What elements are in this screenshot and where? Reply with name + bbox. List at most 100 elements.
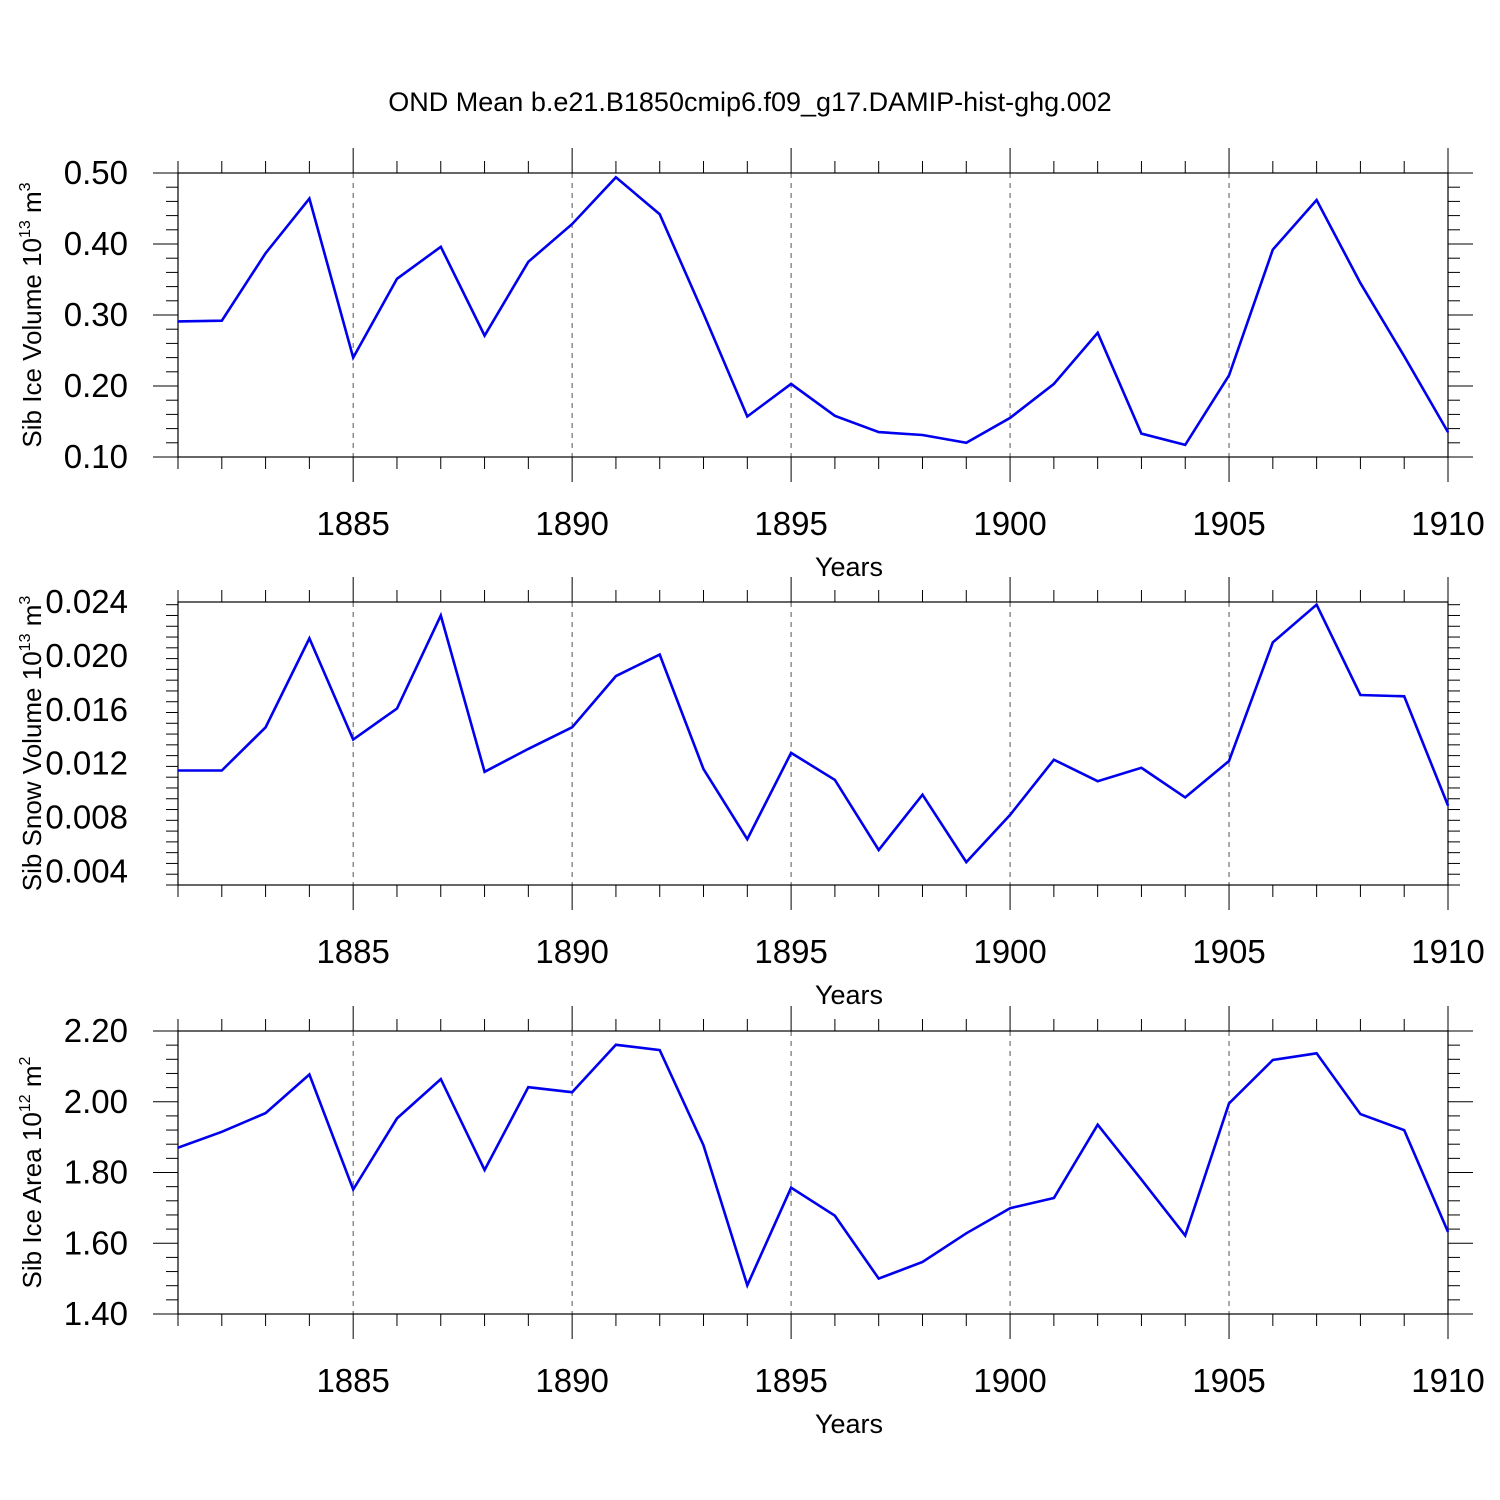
data-point-1903 [1140, 766, 1143, 769]
data-point-1909 [1403, 355, 1406, 357]
panel-3: 1.40 1.60 1.80 2.00 2.20 1885 1890 1895 1900 1905… [17, 1006, 1485, 1439]
data-point-1895 [790, 752, 792, 754]
data-point-1890 [571, 1091, 573, 1093]
data-point-1883 [264, 252, 267, 255]
y-axis-label-exp: 13 [17, 633, 34, 651]
data-point-1903 [1140, 1178, 1143, 1181]
x-tick-label: 1890 [535, 1362, 608, 1399]
data-point-1910 [1447, 804, 1449, 807]
data-point-1901 [1053, 383, 1055, 385]
data-point-1892 [658, 1049, 661, 1051]
data-point-1890 [571, 223, 573, 225]
x-tick-label: 1895 [754, 1362, 827, 1399]
y-axis-label-unit-exp: 3 [17, 182, 34, 191]
panel-1: 0.10 0.20 0.30 0.40 0.50 1885 1890 1895 1900 1905… [17, 148, 1485, 582]
y-axis-label-prefix: Sib Ice Area 10 [17, 1112, 47, 1288]
y-tick-label: 0.10 [64, 438, 128, 475]
y-tick-label: 1.40 [64, 1295, 128, 1332]
data-point-1910 [1447, 1231, 1449, 1233]
data-point-1895 [790, 383, 792, 385]
y-tick-label: 0.50 [64, 154, 128, 191]
data-point-1893 [702, 768, 705, 770]
x-tick-label: 1905 [1192, 933, 1265, 970]
data-point-1899 [965, 1232, 968, 1235]
data-point-1885 [352, 1188, 354, 1191]
x-tick-label: 1885 [316, 933, 389, 970]
data-point-1907 [1315, 199, 1318, 201]
data-point-1892 [658, 653, 661, 656]
data-point-1907 [1315, 603, 1318, 606]
data-point-1908 [1359, 1113, 1362, 1115]
y-tick-label: 0.012 [45, 745, 128, 782]
data-point-1888 [483, 1169, 486, 1171]
data-point-1902 [1096, 780, 1099, 783]
data-point-1882 [220, 769, 223, 772]
data-point-1890 [571, 726, 573, 729]
data-point-1900 [1009, 814, 1011, 816]
x-tick-label: 1900 [973, 933, 1046, 970]
data-point-1902 [1096, 1123, 1099, 1126]
y-axis-label-exp: 13 [17, 220, 34, 238]
data-point-1885 [352, 738, 354, 741]
data-point-1881 [177, 320, 179, 323]
data-point-1893 [702, 1144, 705, 1147]
data-point-1893 [702, 312, 705, 315]
x-tick-label: 1910 [1411, 505, 1484, 542]
data-point-1904 [1184, 1234, 1187, 1237]
y-tick-label: 0.024 [45, 583, 128, 620]
y-tick-label: 2.00 [64, 1083, 128, 1120]
x-tick-label: 1910 [1411, 1362, 1484, 1399]
data-point-1891 [615, 176, 617, 179]
data-point-1896 [834, 779, 836, 781]
data-point-1886 [396, 277, 398, 280]
x-axis-label: Years [815, 1409, 883, 1439]
data-point-1884 [308, 1073, 311, 1076]
data-point-1902 [1096, 331, 1099, 334]
data-point-1909 [1403, 695, 1406, 698]
data-point-1904 [1184, 796, 1187, 799]
data-point-1886 [396, 707, 398, 710]
x-tick-label: 1885 [316, 505, 389, 542]
data-point-1894 [746, 1284, 749, 1287]
plot-frame [177, 172, 1449, 458]
data-point-1882 [220, 319, 223, 322]
figure-title: OND Mean b.e21.B1850cmip6.f09_g17.DAMIP-… [388, 87, 1111, 117]
data-point-1894 [746, 415, 749, 418]
data-point-1900 [1009, 417, 1011, 419]
x-tick-label: 1895 [754, 933, 827, 970]
y-tick-label: 0.016 [45, 691, 128, 728]
data-point-1882 [220, 1131, 223, 1133]
data-point-1898 [921, 1261, 924, 1263]
data-point-1901 [1053, 758, 1055, 761]
data-point-1905 [1228, 374, 1230, 377]
x-tick-label: 1905 [1192, 505, 1265, 542]
y-tick-label: 2.20 [64, 1012, 128, 1049]
data-point-1891 [615, 675, 617, 677]
y-tick-label: 0.020 [45, 637, 128, 674]
data-point-1899 [965, 442, 968, 444]
y-axis-label-unit-exp: 3 [17, 596, 34, 605]
data-point-1892 [658, 213, 661, 215]
data-point-1906 [1272, 248, 1274, 251]
x-tick-label: 1905 [1192, 1362, 1265, 1399]
data-point-1884 [308, 637, 311, 640]
y-axis-label: Sib Ice Area 1012 m2 [17, 1056, 47, 1288]
plot-frame [177, 601, 1449, 886]
data-point-1899 [965, 861, 968, 863]
data-point-1908 [1359, 694, 1362, 696]
y-tick-label: 1.60 [64, 1224, 128, 1261]
x-tick-label: 1895 [754, 505, 827, 542]
data-point-1896 [834, 1214, 836, 1217]
x-tick-label: 1885 [316, 1362, 389, 1399]
data-point-1889 [527, 260, 530, 263]
data-point-1905 [1228, 1102, 1230, 1105]
data-point-1891 [615, 1043, 617, 1046]
y-axis-label-prefix: Sib Snow Volume 10 [17, 651, 47, 891]
data-point-1910 [1447, 431, 1449, 433]
data-point-1887 [439, 614, 442, 617]
data-point-1898 [921, 793, 924, 796]
data-point-1885 [352, 356, 354, 359]
data-point-1907 [1315, 1052, 1318, 1055]
panels: 0.10 0.20 0.30 0.40 0.50 1885 1890 1895 1900 1905… [17, 148, 1485, 1439]
data-point-1894 [746, 838, 749, 840]
